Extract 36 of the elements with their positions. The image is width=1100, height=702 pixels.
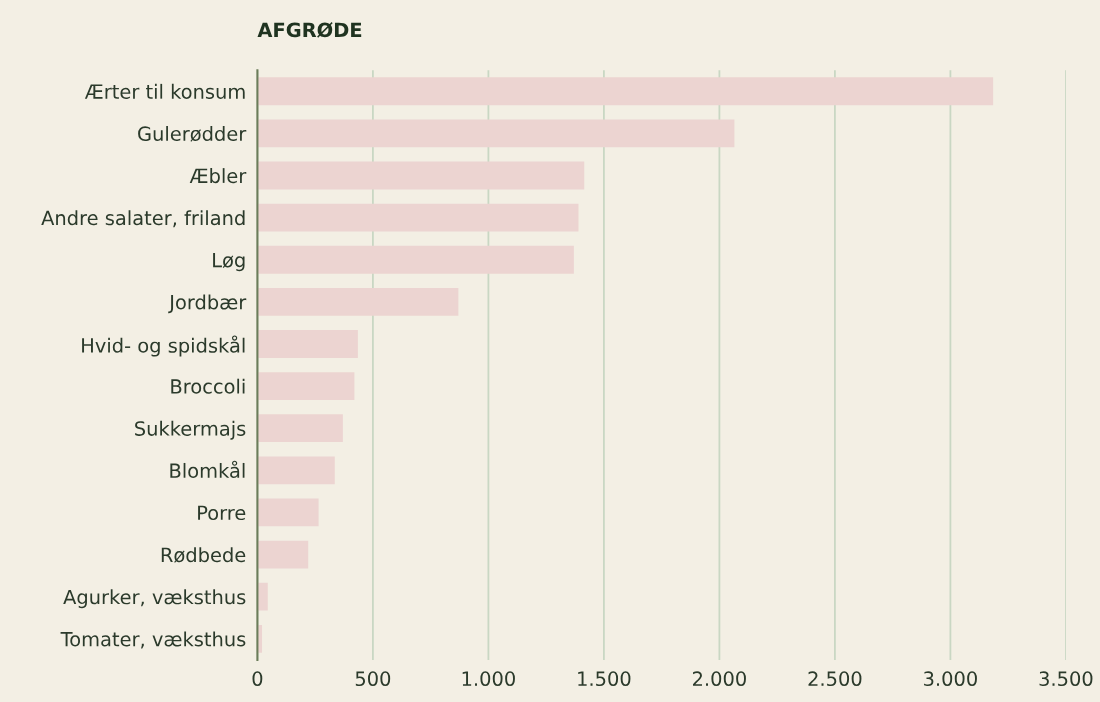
bar xyxy=(257,540,309,569)
y-tick-label: Løg xyxy=(213,252,245,272)
bar xyxy=(257,330,358,358)
bar xyxy=(257,203,579,232)
y-tick-label: Rødbede xyxy=(161,547,246,563)
x-tick-label: 3.500 xyxy=(1039,671,1093,687)
x-tick-label: 0 xyxy=(252,671,263,687)
bar xyxy=(257,456,335,485)
bar xyxy=(257,372,355,400)
x-tick-label: 1.500 xyxy=(578,671,631,687)
y-tick-label: Andre salater, friland xyxy=(41,210,245,228)
y-tick-label: Jordbær xyxy=(168,294,247,314)
y-tick-label: Blomkål xyxy=(170,460,245,478)
bar xyxy=(257,119,735,148)
bar xyxy=(257,582,268,611)
x-tick-label: 500 xyxy=(355,671,391,687)
chart-title: AFGRØDE xyxy=(257,22,362,38)
x-tick-label: 3.000 xyxy=(924,671,977,687)
y-tick-label: Porre xyxy=(198,505,246,521)
bar xyxy=(257,287,459,316)
bar xyxy=(257,498,319,527)
bar xyxy=(257,161,585,190)
y-tick-label: Gulerødder xyxy=(138,125,247,142)
bar xyxy=(257,414,343,443)
y-tick-label: Sukkermajs xyxy=(135,420,246,440)
y-tick-label: Æbler xyxy=(189,168,247,184)
y-tick-label: Hvid- og spidskål xyxy=(82,335,245,357)
bar xyxy=(257,245,574,274)
y-tick-label: Agurker, væksthus xyxy=(63,589,246,609)
bar xyxy=(257,77,994,106)
y-tick-label: Ærter til konsum xyxy=(84,83,245,99)
x-tick-label: 2.000 xyxy=(692,671,746,687)
x-tick-label: 1.000 xyxy=(462,671,515,687)
y-tick-label: Broccoli xyxy=(171,378,245,394)
x-tick-label: 2.500 xyxy=(808,671,862,687)
y-tick-label: Tomater, væksthus xyxy=(60,631,246,649)
